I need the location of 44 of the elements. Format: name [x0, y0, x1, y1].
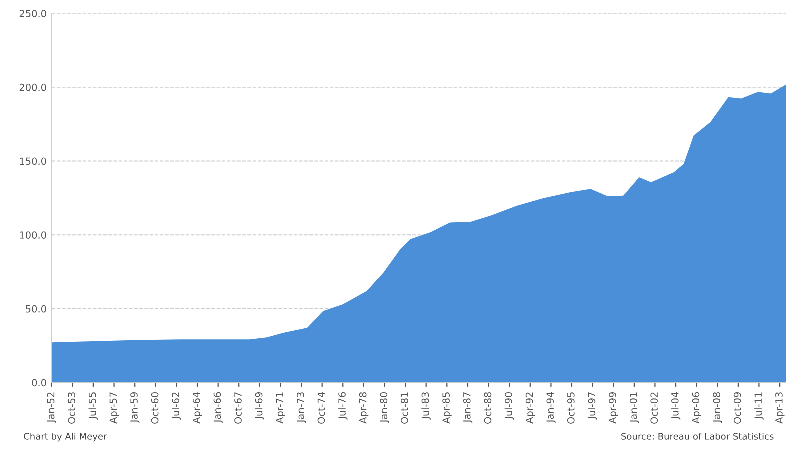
x-tick-label: Jul-55 — [88, 392, 98, 420]
x-tick-label: Oct-74 — [318, 392, 326, 424]
x-tick-label: Jul-11 — [754, 392, 764, 420]
x-tick-label: Jan-73 — [297, 392, 306, 424]
text: Chart by Ali Meyer — [24, 432, 108, 442]
y-tick-label: 50.0 — [26, 305, 46, 313]
y-tick-label: 150.0 — [20, 158, 46, 166]
x-tick-label: Apr-57 — [110, 392, 119, 424]
x-tick-label: Jul-04 — [671, 392, 681, 420]
x-tick-label: Oct-53 — [68, 392, 76, 424]
x-tick-label: Jan-59 — [130, 392, 140, 424]
y-tick-label: 250.0 — [20, 10, 46, 18]
x-tick-label: Jan-01 — [630, 392, 640, 424]
x-tick-label: Oct-95 — [567, 392, 575, 424]
x-tick-label: Oct-81 — [401, 392, 408, 424]
x-tick-label: Jan-80 — [380, 392, 390, 424]
y-tick-label: 0.0 — [32, 379, 46, 387]
x-tick-label: Apr-92 — [526, 392, 536, 424]
source-note: Source: Bureau of Labor Statistics — [622, 432, 774, 440]
x-tick-label: Apr-99 — [609, 392, 618, 424]
x-tick-label: Jul-62 — [172, 392, 182, 420]
x-tick-label: Jul-69 — [255, 392, 265, 420]
x-tick-label: Apr-13 — [776, 392, 785, 424]
x-tick-label: Oct-88 — [484, 392, 492, 424]
x-tick-label: Jan-87 — [463, 392, 473, 424]
x-tick-label: Apr-64 — [192, 392, 202, 424]
x-tick-label: Jul-97 — [588, 392, 598, 420]
x-tick-label: Apr-71 — [276, 392, 286, 424]
x-tick-label: Apr-06 — [692, 392, 702, 424]
x-tick-label: Oct-02 — [650, 392, 658, 424]
x-tick-label: Oct-67 — [234, 392, 242, 424]
x-tick-label: Jan-66 — [214, 392, 223, 424]
x-tick-label: Jan-08 — [713, 392, 722, 424]
y-tick-label: 100.0 — [20, 232, 46, 239]
x-tick-label: Apr-85 — [442, 392, 452, 424]
x-tick-label: Jul-83 — [422, 392, 431, 420]
x-tick-label: Oct-60 — [151, 392, 159, 424]
x-tick-label: Jul-90 — [504, 392, 514, 420]
x-tick-label: Jan-94 — [546, 392, 556, 424]
x-tick-label: Apr-78 — [359, 392, 369, 424]
x-tick-label: Jan-52 — [47, 392, 57, 424]
x-tick-label: Jul-76 — [338, 392, 348, 420]
y-tick-label: 200.0 — [20, 84, 46, 92]
x-tick-label: Oct-09 — [734, 392, 742, 424]
